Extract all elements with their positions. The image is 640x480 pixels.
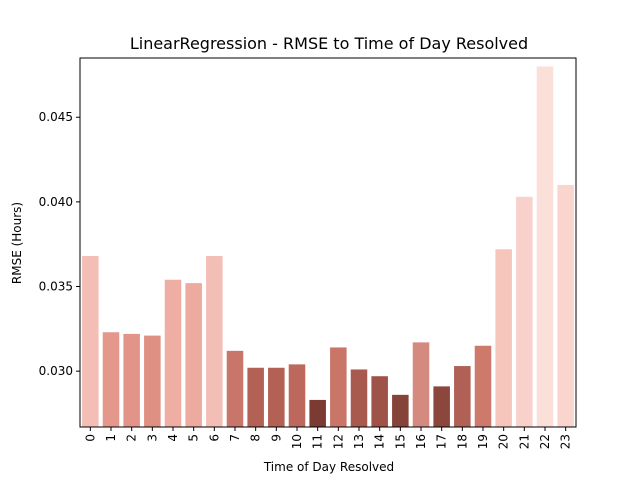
- x-axis: 0 1 2 3 4 5 6 7 8 9 10 11 12 13 14 15 16 17 18 19 20 21 22 23: [83, 427, 573, 449]
- chart-title: LinearRegression - RMSE to Time of Day R…: [130, 34, 528, 53]
- bar-9: [268, 367, 285, 427]
- bar-22: [536, 66, 554, 428]
- x-tick-label: 11: [311, 434, 325, 449]
- plot-frame: [79, 57, 577, 428]
- bar-15: [392, 394, 409, 427]
- x-tick-label: 1: [104, 434, 118, 442]
- bar-17: [433, 386, 450, 427]
- x-axis-label: Time of Day Resolved: [263, 460, 394, 474]
- x-tick-label: 18: [455, 434, 469, 449]
- y-tick-label: 0.045: [39, 110, 73, 124]
- x-tick-label: 4: [166, 434, 180, 442]
- bar-20: [495, 249, 512, 427]
- bar-5: [185, 283, 202, 427]
- bar-21: [516, 196, 533, 427]
- bar-2: [123, 333, 140, 427]
- y-tick-label: 0.035: [39, 280, 73, 294]
- y-tick-label: 0.030: [39, 364, 73, 378]
- x-tick-label: 19: [476, 434, 490, 449]
- bar-7: [226, 350, 244, 427]
- bar-23: [557, 184, 574, 427]
- x-tick-label: 17: [435, 434, 449, 449]
- x-tick-label: 21: [517, 434, 531, 449]
- x-tick-label: 10: [290, 434, 304, 449]
- x-tick-label: 8: [249, 434, 263, 442]
- bar-19: [474, 345, 492, 427]
- x-tick-label: 9: [269, 434, 283, 442]
- bar-13: [350, 369, 368, 427]
- x-tick-label: 5: [187, 434, 201, 442]
- x-tick-label: 6: [207, 434, 221, 442]
- bar-8: [247, 367, 264, 427]
- x-tick-label: 23: [559, 434, 573, 449]
- bars-group: [82, 66, 574, 428]
- y-axis-label: RMSE (Hours): [10, 202, 24, 284]
- x-tick-label: 13: [352, 434, 366, 449]
- bar-4: [164, 279, 182, 427]
- x-tick-label: 7: [228, 434, 242, 442]
- y-tick-label: 0.040: [39, 195, 73, 209]
- x-tick-label: 14: [373, 434, 387, 449]
- x-tick-label: 15: [393, 434, 407, 449]
- x-tick-label: 3: [145, 434, 159, 442]
- x-tick-label: 20: [497, 434, 511, 449]
- bar-12: [330, 347, 347, 427]
- bar-3: [144, 335, 161, 427]
- bar-14: [371, 376, 388, 427]
- bar-11: [309, 399, 326, 427]
- x-tick-label: 16: [414, 434, 428, 449]
- bar-6: [206, 256, 223, 427]
- x-tick-label: 2: [125, 434, 139, 442]
- x-tick-label: 22: [538, 434, 552, 449]
- x-tick-label: 0: [83, 434, 97, 442]
- bar-10: [288, 364, 306, 427]
- bar-1: [102, 332, 120, 427]
- bar-18: [454, 366, 471, 427]
- x-tick-label: 12: [331, 434, 345, 449]
- bar-16: [412, 342, 430, 427]
- y-axis: 0.030 0.035 0.040 0.045: [39, 110, 80, 378]
- bar-0: [82, 256, 99, 427]
